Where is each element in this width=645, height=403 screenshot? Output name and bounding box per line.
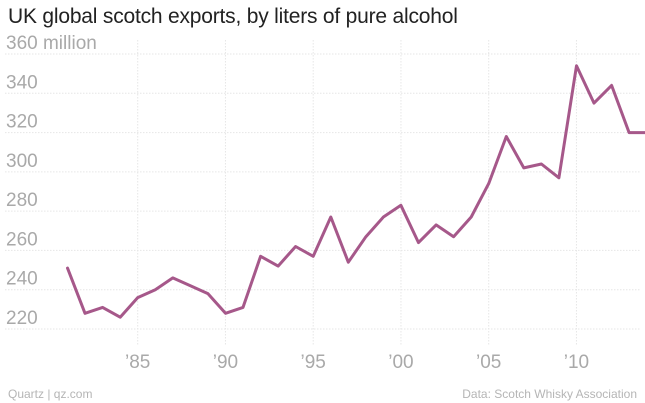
source-credit: Quartz | qz.com [8, 387, 93, 401]
series-lines [66, 64, 645, 319]
x-tick-label: ’00 [388, 352, 413, 373]
chart-title: UK global scotch exports, by liters of p… [8, 5, 458, 28]
x-tick-label: ’10 [564, 352, 589, 373]
x-tick-label: ’85 [125, 352, 150, 373]
y-tick-label: 240 [6, 269, 38, 290]
y-tick-label: 260 [6, 229, 38, 250]
y-tick-label: 280 [6, 190, 38, 211]
y-axis-ticks: 220 240 260 280 300 320 340 360 million [6, 33, 97, 329]
x-tick-label: ’90 [213, 352, 238, 373]
x-gridlines [137, 40, 577, 346]
y-tick-label: 360 million [6, 33, 97, 54]
x-tick-label: ’05 [476, 352, 501, 373]
y-tick-label: 320 [6, 112, 38, 133]
y-tick-label: 220 [6, 308, 38, 329]
y-tick-label: 300 [6, 151, 38, 172]
gridlines [5, 53, 640, 330]
x-tick-label: ’95 [301, 352, 326, 373]
x-axis-ticks: ’85 ’90 ’95 ’00 ’05 ’10 [125, 352, 589, 373]
y-tick-label: 340 [6, 72, 38, 93]
series-line [66, 64, 645, 319]
data-credit: Data: Scotch Whisky Association [462, 387, 637, 401]
